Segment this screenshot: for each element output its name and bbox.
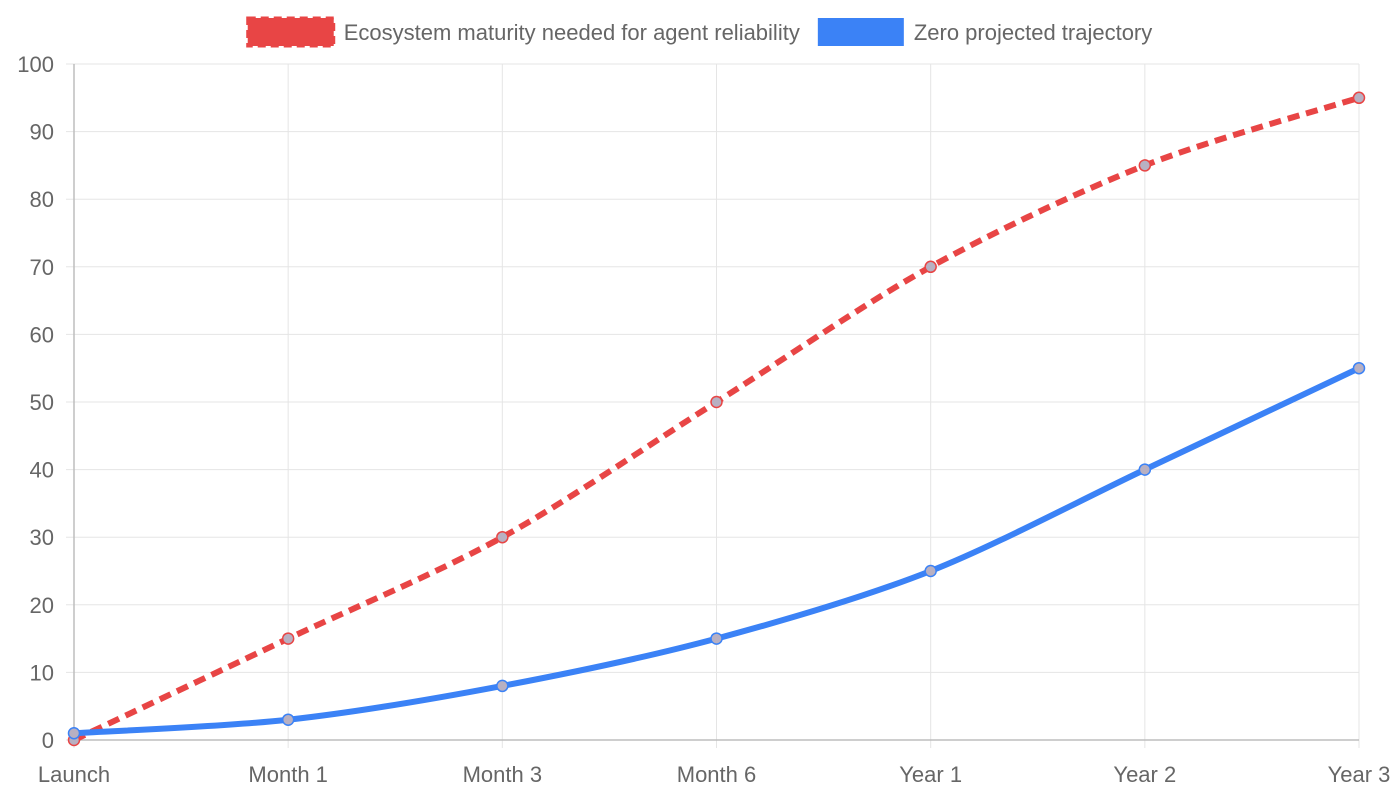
x-tick-label: Month 1 [248, 762, 328, 787]
y-tick-label: 80 [30, 187, 54, 212]
y-tick-label: 100 [17, 52, 54, 77]
data-point-1-5 [1138, 463, 1152, 476]
data-point-1-0 [67, 726, 81, 740]
data-point-1-3 [710, 632, 723, 645]
x-tick-label: Year 3 [1328, 762, 1391, 787]
y-tick-label: 50 [30, 390, 54, 415]
series-layer [67, 91, 1366, 747]
legend-item-1: Zero projected trajectory [817, 18, 1152, 46]
legend: Ecosystem maturity needed for agent reli… [246, 16, 1152, 48]
y-tick-label: 20 [30, 593, 54, 618]
data-point-0-2 [496, 530, 509, 544]
data-point-1-4 [924, 564, 937, 578]
y-tick-label: 0 [42, 728, 54, 753]
data-point-0-1 [281, 632, 295, 645]
legend-label: Ecosystem maturity needed for agent reli… [344, 20, 800, 45]
y-tick-label: 90 [30, 120, 54, 145]
x-tick-label: Year 2 [1113, 762, 1176, 787]
x-tick-label: Month 6 [677, 762, 757, 787]
axis-layer: 0 10 20 30 40 50 60 70 80 90 100 Launch Month 1 Month… [17, 52, 1390, 787]
x-tick-label: Month 3 [463, 762, 543, 787]
data-point-0-3 [710, 395, 723, 409]
legend-item-0: Ecosystem maturity needed for agent reli… [246, 16, 800, 48]
data-point-1-6 [1352, 361, 1366, 375]
legend-swatch [817, 18, 904, 46]
legend-swatch [246, 16, 336, 48]
data-point-0-5 [1138, 159, 1152, 172]
data-point-1-2 [496, 679, 509, 693]
x-tick-label: Launch [38, 762, 110, 787]
data-point-0-6 [1352, 91, 1366, 105]
y-tick-label: 30 [30, 525, 54, 550]
y-tick-label: 70 [30, 255, 54, 280]
y-tick-label: 60 [30, 322, 54, 347]
legend-label: Zero projected trajectory [914, 20, 1152, 45]
y-tick-label: 10 [30, 660, 54, 685]
data-point-0-4 [924, 260, 937, 274]
x-tick-label: Year 1 [899, 762, 962, 787]
y-tick-label: 40 [30, 458, 54, 483]
data-point-1-1 [281, 713, 295, 726]
